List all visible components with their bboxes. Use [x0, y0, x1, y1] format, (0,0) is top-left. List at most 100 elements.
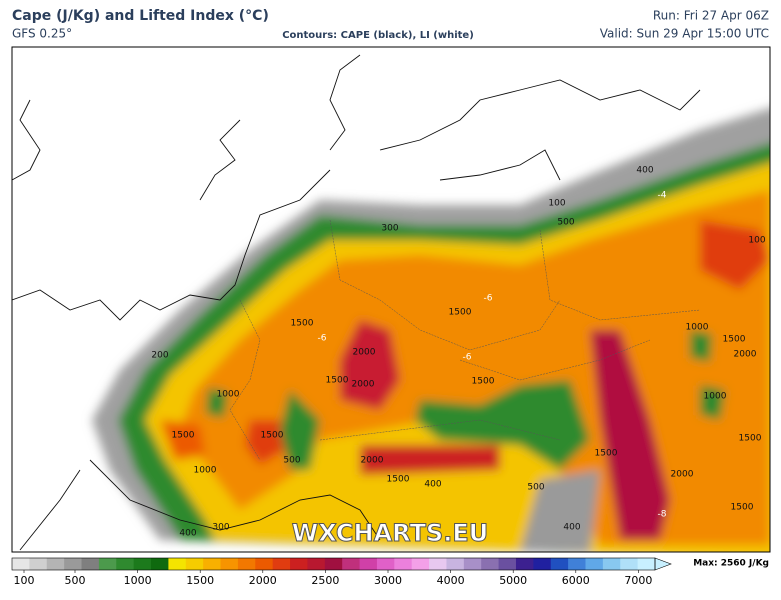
contour-label: -8: [658, 510, 667, 520]
colorbar-swatch: [290, 558, 308, 570]
colorbar-swatch: [12, 558, 30, 570]
colorbar-tick-label: 2500: [311, 574, 339, 587]
colorbar-swatch: [498, 558, 517, 570]
colorbar-tick-label: 6000: [562, 574, 590, 587]
colorbar-swatch: [324, 558, 343, 570]
colorbar-swatch: [237, 558, 256, 570]
contour-label: 500: [527, 483, 544, 493]
colorbar-swatch: [481, 558, 500, 570]
colorbar-swatch: [550, 558, 569, 570]
colorbar-swatch: [168, 558, 187, 570]
run: Run: Fri 27 Apr 06Z: [653, 9, 769, 23]
colorbar-tick-label: 5000: [499, 574, 527, 587]
colorbar-swatch: [585, 558, 604, 570]
colorbar-swatch: [394, 558, 413, 570]
contour-label: 100: [748, 236, 765, 246]
contour-label: 2000: [734, 350, 757, 360]
colorbar-swatch: [568, 558, 586, 570]
colorbar-swatch: [29, 558, 48, 570]
contour-label: 500: [283, 456, 300, 466]
cape-field: [92, 108, 770, 552]
contour-label: 1000: [217, 390, 240, 400]
colorbar-swatch: [446, 558, 465, 570]
colorbar-swatch: [203, 558, 222, 570]
colorbar-swatch: [637, 558, 656, 570]
contour-label: 2000: [671, 470, 694, 480]
colorbar-tick-label: 1000: [124, 574, 152, 587]
title: Cape (J/Kg) and Lifted Index (°C): [12, 8, 269, 24]
contour-label: 1500: [326, 376, 349, 386]
colorbar-swatch: [342, 558, 361, 570]
colorbar-swatch: [98, 558, 117, 570]
contour-label: -6: [463, 353, 472, 363]
colorbar-swatch: [133, 558, 152, 570]
colorbar-swatch: [272, 558, 291, 570]
colorbar: 100 500 1000 1500 2000 2500 3000 4000 5000 6000 70…: [11, 557, 672, 587]
contour-label: 2000: [352, 380, 375, 390]
contour-label: 500: [557, 218, 574, 228]
contour-label: 1500: [291, 319, 314, 329]
contour-label: 2000: [361, 456, 384, 466]
colorbar-swatch: [116, 558, 135, 570]
colorbar-tick-label: 1500: [186, 574, 214, 587]
colorbar-swatch: [515, 558, 534, 570]
borders: [229, 219, 701, 461]
contour-label: -6: [484, 294, 493, 304]
colorbar-swatch: [376, 558, 395, 570]
colorbar-swatch: [81, 558, 100, 570]
contour-label: 300: [381, 224, 398, 234]
colorbar-tick-label: 3000: [374, 574, 402, 587]
colorbar-tick-label: 100: [14, 574, 35, 587]
contour-label: 1000: [194, 466, 217, 476]
coastlines: [12, 54, 701, 551]
colorbar-swatch: [64, 558, 83, 570]
colorbar-swatch: [463, 558, 482, 570]
colorbar-swatch: [429, 558, 447, 570]
contour-label: 1500: [261, 431, 284, 441]
contour-label: -4: [658, 191, 667, 201]
contour-label: 1500: [172, 431, 195, 441]
contour-label: 1500: [387, 475, 410, 485]
contour-label: 300: [212, 523, 229, 533]
contour-label: 1500: [472, 377, 495, 387]
colorbar-swatch: [185, 558, 204, 570]
contours-note: Contours: CAPE (black), LI (white): [282, 30, 474, 41]
contour-label: 1500: [739, 434, 762, 444]
contour-label: 1500: [723, 335, 746, 345]
valid: Valid: Sun 29 Apr 15:00 UTC: [600, 27, 769, 41]
contour-label: 1500: [595, 449, 618, 459]
contour-label: 400: [636, 166, 653, 176]
colorbar-swatch: [255, 558, 274, 570]
contour-label: 1500: [731, 503, 754, 513]
model: GFS 0.25°: [12, 27, 72, 41]
colorbar-swatch: [602, 558, 621, 570]
colorbar-swatch: [46, 558, 65, 570]
colorbar-swatch: [220, 558, 239, 570]
watermark: WXCHARTS.EU: [292, 519, 488, 547]
colorbar-swatch: [307, 558, 326, 570]
colorbar-frame: [11, 557, 656, 571]
max-label: Max: 2560 J/Kg: [693, 559, 769, 569]
colorbar-swatch: [359, 558, 378, 570]
colorbar-arrow: [654, 557, 672, 571]
colorbar-tick-label: 4000: [437, 574, 465, 587]
colorbar-tick-label: 500: [65, 574, 86, 587]
contour-label: 2000: [353, 348, 376, 358]
colorbar-tick-label: 2000: [249, 574, 277, 587]
contour-label: 200: [151, 351, 168, 361]
contour-label: 400: [424, 480, 441, 490]
contour-label: 1000: [704, 392, 727, 402]
contour-label: 400: [179, 529, 196, 539]
colorbar-swatch: [151, 558, 169, 570]
contour-label: 100: [548, 199, 565, 209]
map-frame: [11, 46, 771, 553]
contour-label: 1500: [449, 308, 472, 318]
colorbar-swatch: [533, 558, 552, 570]
contour-label: 400: [563, 523, 580, 533]
contour-label: -6: [318, 334, 327, 344]
contour-label: 1000: [686, 323, 709, 333]
colorbar-swatch: [620, 558, 639, 570]
